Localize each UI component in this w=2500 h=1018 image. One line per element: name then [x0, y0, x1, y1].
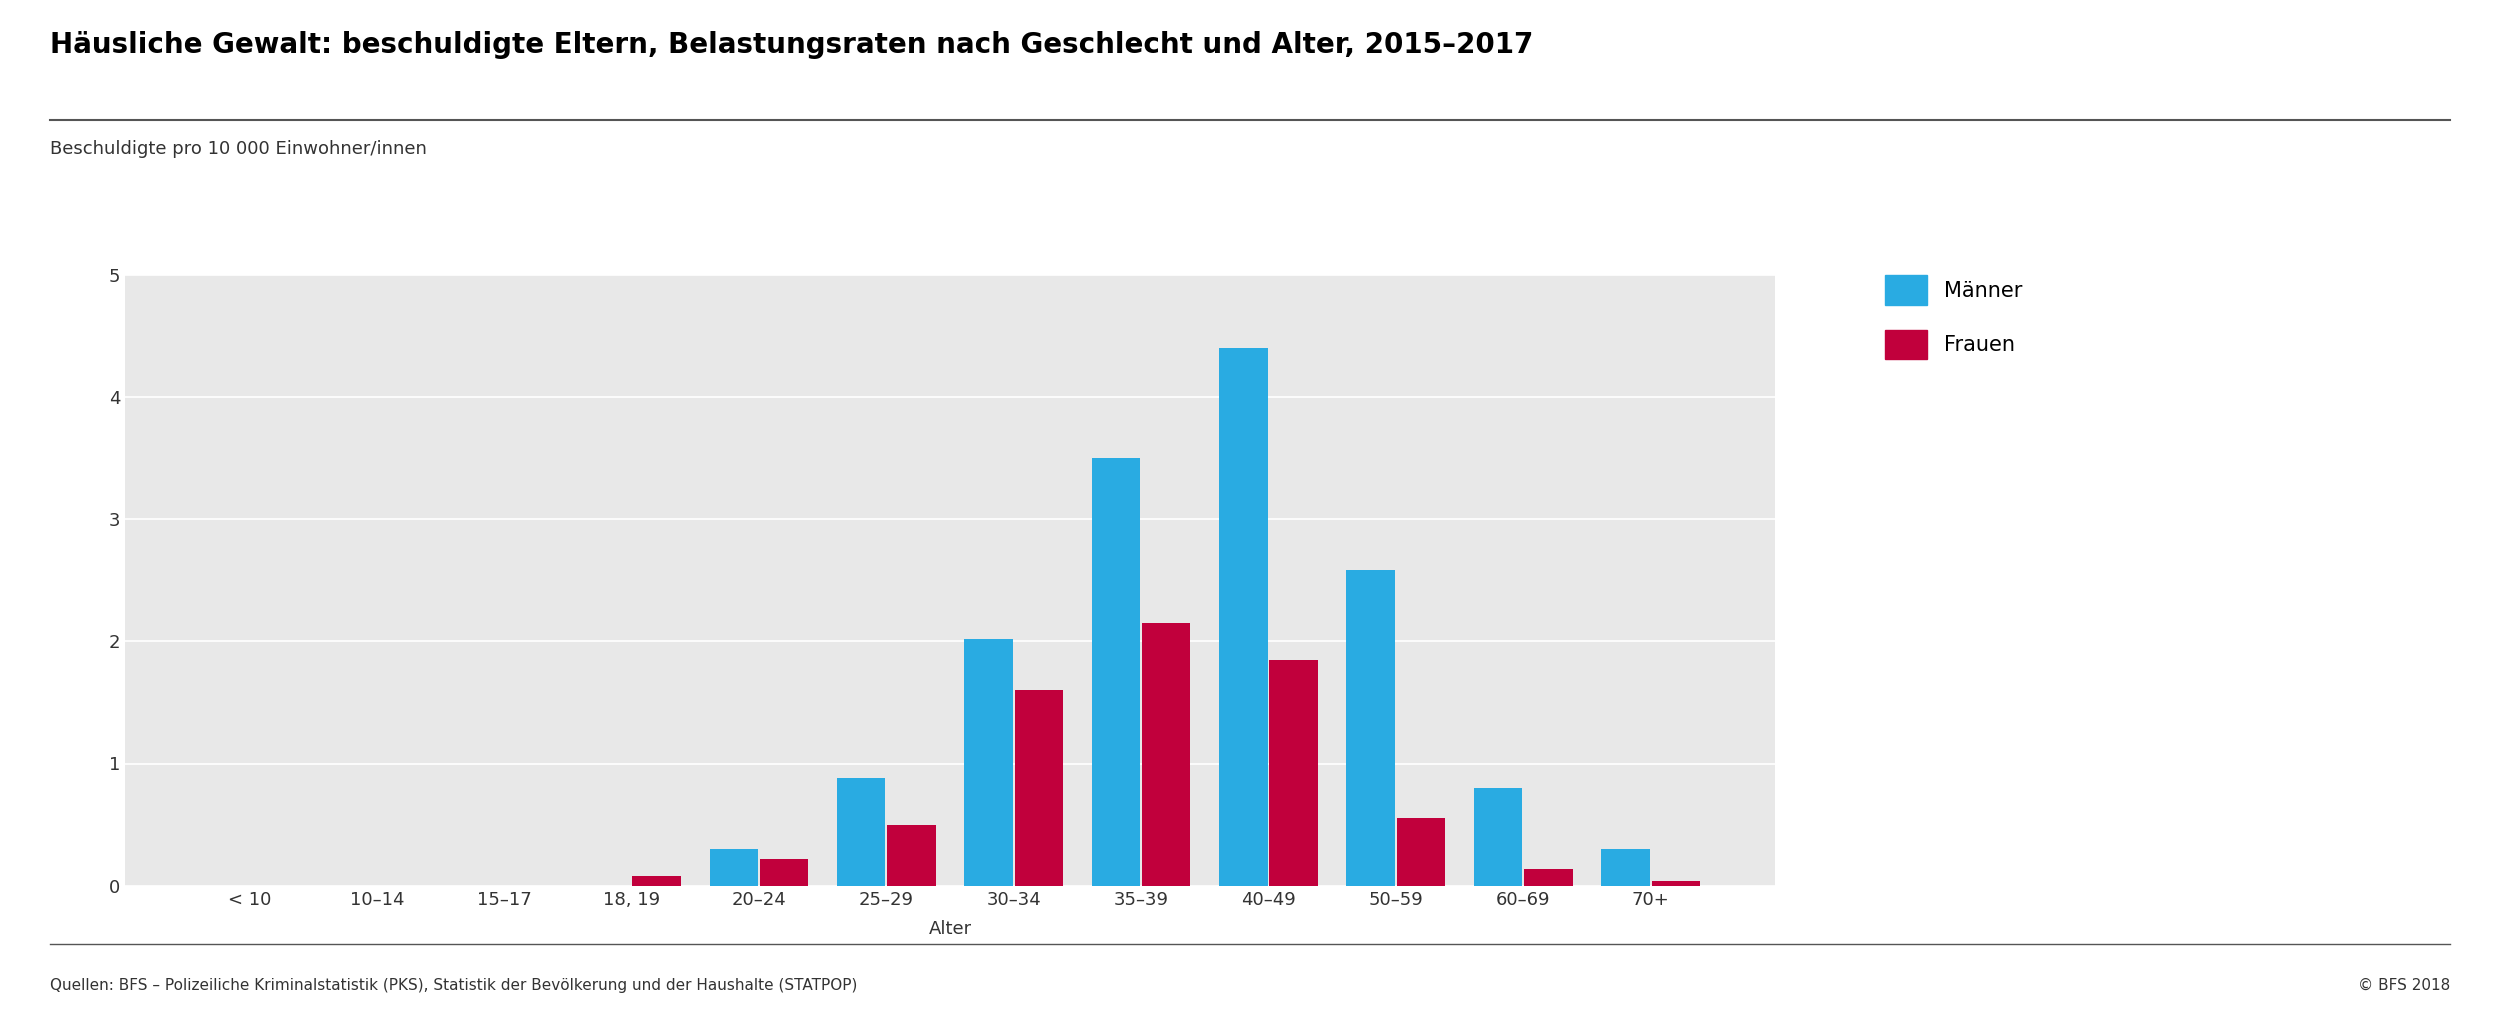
Text: Häusliche Gewalt: beschuldigte Eltern, Belastungsraten nach Geschlecht und Alter: Häusliche Gewalt: beschuldigte Eltern, B…: [50, 31, 1532, 59]
Bar: [1142, 623, 1190, 886]
Bar: [1092, 458, 1140, 886]
Bar: [1602, 849, 1650, 886]
Text: © BFS 2018: © BFS 2018: [2358, 977, 2450, 993]
Bar: [760, 859, 808, 886]
Bar: [1348, 570, 1395, 886]
Bar: [1525, 868, 1572, 886]
Bar: [838, 778, 885, 886]
Bar: [710, 849, 757, 886]
Bar: [1015, 690, 1062, 886]
Bar: [888, 825, 935, 886]
Bar: [1220, 348, 1268, 886]
Bar: [1398, 818, 1445, 886]
Bar: [1475, 788, 1522, 886]
X-axis label: Alter: Alter: [928, 919, 972, 938]
Bar: [632, 875, 680, 886]
Text: Beschuldigte pro 10 000 Einwohner/innen: Beschuldigte pro 10 000 Einwohner/innen: [50, 139, 428, 158]
Bar: [1652, 881, 1700, 886]
Legend: Männer, Frauen: Männer, Frauen: [1885, 275, 2022, 359]
Bar: [965, 639, 1012, 886]
Text: Quellen: BFS – Polizeiliche Kriminalstatistik (PKS), Statistik der Bevölkerung u: Quellen: BFS – Polizeiliche Kriminalstat…: [50, 977, 858, 993]
Bar: [1270, 660, 1318, 886]
